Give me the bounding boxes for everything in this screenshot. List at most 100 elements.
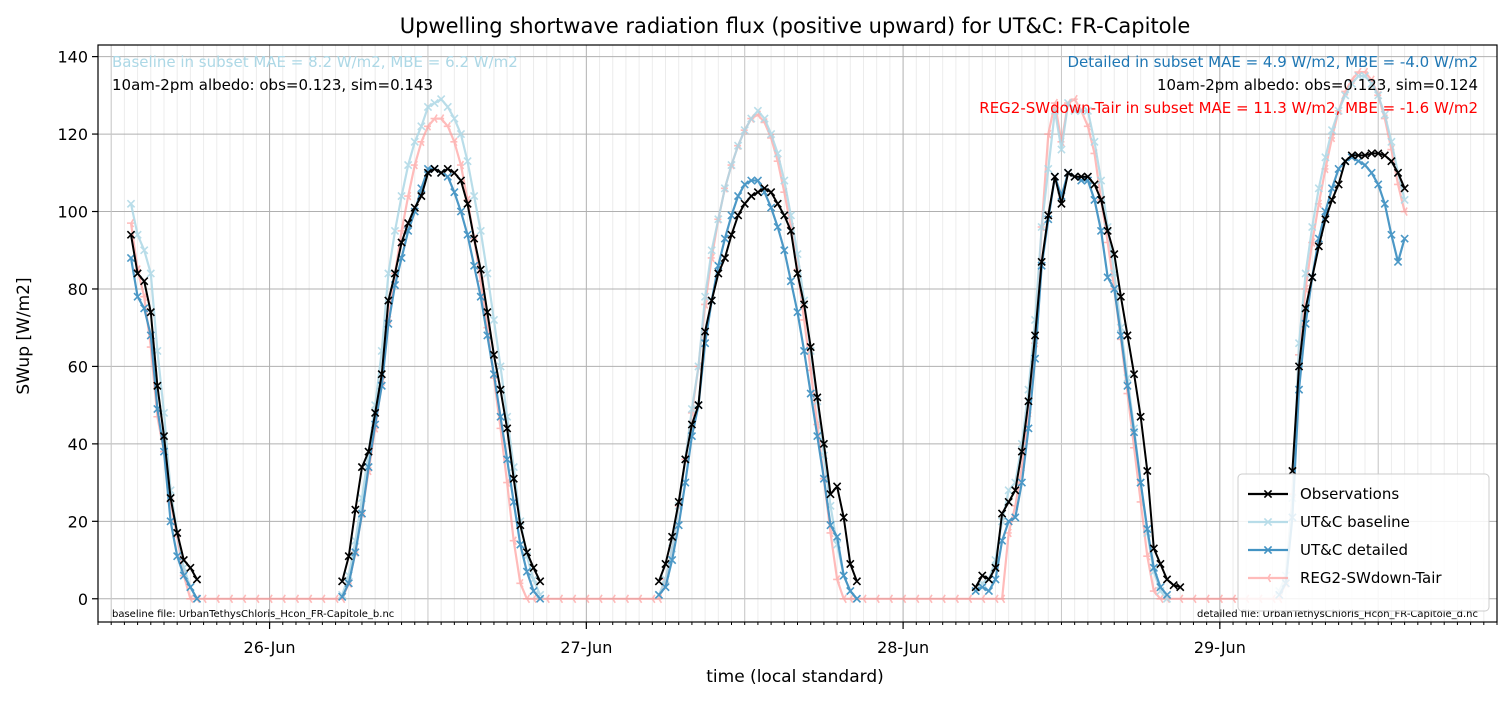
data-point — [1057, 199, 1066, 208]
data-point — [1044, 164, 1053, 174]
data-point — [766, 203, 776, 212]
data-point — [1314, 184, 1323, 193]
y-tick-label: 140 — [57, 48, 88, 67]
data-point — [1090, 137, 1099, 146]
data-point — [1367, 149, 1376, 158]
data-point — [423, 121, 432, 131]
detailed-file-annotation: detailed file: UrbanTethysChloris_Hcon_F… — [1197, 609, 1478, 620]
data-point — [1096, 226, 1106, 236]
data-point — [1156, 594, 1164, 604]
legend-label: REG2-SWdown-Tair — [1300, 569, 1442, 587]
data-point — [1400, 195, 1409, 205]
data-point — [1004, 517, 1013, 526]
data-point — [384, 296, 393, 305]
data-point — [1314, 242, 1323, 251]
data-point — [991, 563, 1000, 572]
data-point — [476, 292, 485, 301]
data-point — [1050, 106, 1060, 115]
data-point — [423, 168, 433, 177]
data-point — [1024, 397, 1033, 406]
data-point — [799, 346, 809, 356]
data-point — [1083, 172, 1093, 181]
y-tick-label: 0 — [78, 590, 88, 609]
series-observations — [126, 149, 1409, 592]
data-point — [186, 563, 195, 572]
data-point — [720, 234, 730, 243]
data-point — [582, 594, 590, 604]
data-point — [529, 586, 538, 596]
data-point — [753, 187, 763, 197]
data-point — [806, 389, 815, 398]
data-point — [971, 582, 980, 592]
data-point — [443, 121, 451, 131]
data-point — [1044, 129, 1052, 139]
data-point — [1050, 172, 1060, 181]
data-point — [469, 191, 479, 201]
legend-marker — [1264, 573, 1272, 583]
data-point — [760, 114, 769, 123]
data-point — [496, 385, 505, 394]
data-point — [397, 238, 406, 247]
data-point — [1030, 331, 1040, 340]
data-point — [740, 180, 749, 189]
data-point — [159, 431, 169, 441]
data-point — [1367, 168, 1376, 177]
data-point — [1050, 98, 1059, 108]
data-point — [707, 296, 716, 305]
data-point — [991, 594, 999, 604]
data-point — [529, 594, 537, 604]
data-point — [331, 594, 339, 604]
legend-marker — [1263, 489, 1273, 499]
data-point — [456, 176, 466, 185]
reg2-stats-annotation: REG2-SWdown-Tair in subset MAE = 11.3 W/… — [979, 99, 1478, 117]
data-point — [978, 594, 986, 604]
data-point — [1070, 94, 1078, 104]
data-point — [852, 577, 862, 586]
data-point — [806, 342, 815, 352]
data-point — [437, 114, 445, 124]
data-point — [661, 559, 670, 569]
data-point — [1103, 226, 1112, 236]
data-point — [694, 400, 703, 410]
data-point — [846, 559, 855, 569]
data-point — [337, 592, 347, 601]
data-point — [522, 548, 532, 557]
data-point — [826, 490, 835, 499]
data-point — [780, 211, 789, 220]
data-point — [859, 594, 867, 604]
data-point — [1374, 91, 1383, 100]
x-tick-label: 27-Jun — [560, 638, 612, 657]
data-point — [384, 269, 393, 278]
data-point — [1103, 273, 1112, 282]
data-point — [225, 594, 234, 604]
data-point — [595, 594, 603, 604]
data-point — [199, 594, 207, 604]
data-point — [344, 552, 353, 561]
data-point — [654, 590, 664, 600]
data-point — [885, 594, 894, 604]
data-point — [833, 574, 841, 584]
baseline-file-annotation: baseline file: UrbanTethysChloris_Hcon_F… — [112, 609, 394, 620]
data-point — [773, 149, 782, 158]
data-point — [173, 528, 182, 538]
data-point — [813, 431, 822, 441]
legend-label: UT&C baseline — [1300, 513, 1410, 531]
data-point — [1057, 145, 1066, 154]
data-point — [753, 176, 763, 185]
data-point — [1347, 79, 1356, 88]
data-point — [799, 300, 809, 309]
data-point — [502, 455, 512, 464]
data-point — [1400, 234, 1409, 243]
data-point — [126, 253, 136, 263]
data-point — [555, 594, 564, 604]
data-point — [1004, 486, 1013, 495]
data-point — [166, 493, 175, 503]
data-point — [1327, 184, 1337, 193]
legend-entry — [1248, 573, 1288, 583]
data-point — [1387, 157, 1396, 166]
data-point — [608, 594, 616, 604]
data-point — [516, 578, 524, 588]
data-point — [700, 339, 710, 348]
y-tick-label: 60 — [68, 357, 88, 376]
